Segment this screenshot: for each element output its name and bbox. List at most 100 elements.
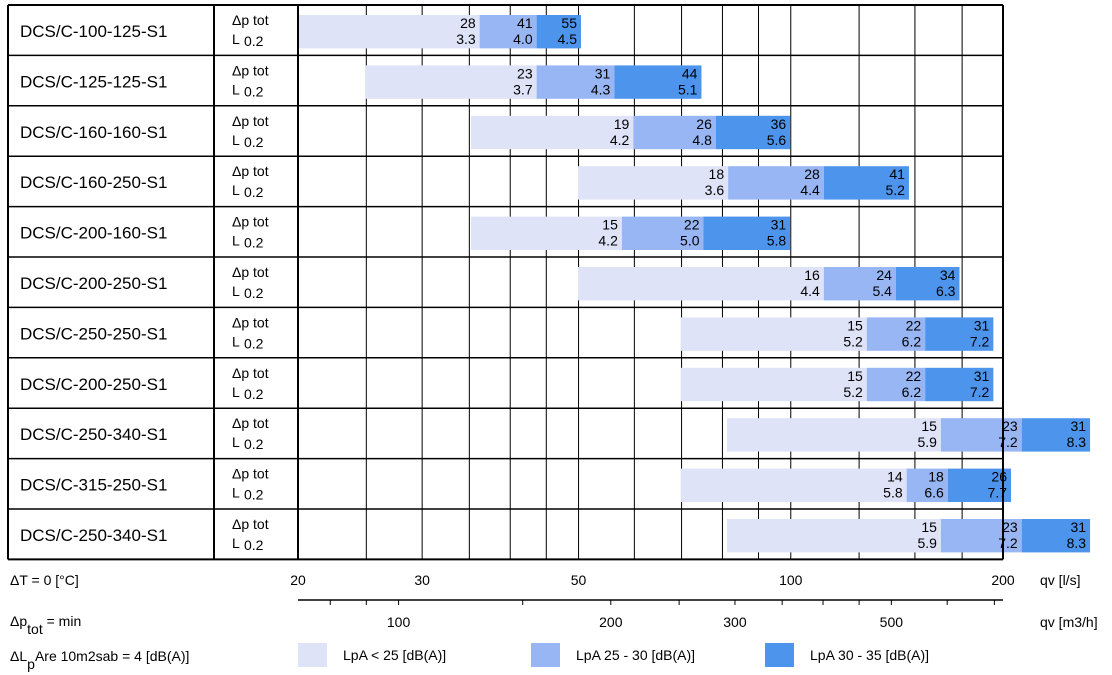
bar-label-l: 5.6 (767, 132, 787, 148)
bar-segment (621, 216, 704, 250)
bar-segment (680, 468, 907, 502)
row-param-dp: Δp tot (232, 113, 269, 129)
bar-label-l: 5.8 (883, 485, 903, 501)
legend-label-low: LpA < 25 [dB(A)] (343, 647, 447, 663)
row-param-l-sub: 0.2 (244, 487, 264, 503)
bar-label-dp: 28 (804, 166, 820, 182)
x-tick-m3h: 500 (880, 614, 904, 630)
x-tick-ls: 50 (571, 572, 587, 588)
bar-label-dp: 31 (974, 368, 990, 384)
row-param-l-sub: 0.2 (244, 235, 264, 251)
row-param-dp: Δp tot (232, 314, 269, 330)
bar-label-l: 5.9 (917, 535, 937, 551)
bar-label-dp: 34 (940, 267, 956, 283)
delta-l-label: ΔLpAre 10m2sab = 4 [dB(A)] (10, 648, 190, 672)
x-tick-m3h: 100 (387, 614, 411, 630)
bar-segment (633, 115, 716, 150)
x-unit-m3h: qv [m3/h] (1040, 614, 1098, 630)
bar-segment (1021, 418, 1091, 452)
row-name: DCS/C-250-340-S1 (20, 425, 167, 444)
bar-segment (727, 519, 941, 553)
row-param-dp: Δp tot (232, 466, 269, 482)
bar-segment (727, 418, 941, 452)
bar-label-dp: 36 (771, 116, 787, 132)
bar-segment (614, 65, 702, 99)
bar-label-dp: 15 (921, 418, 937, 434)
bar-segment (906, 468, 948, 502)
bar-segment (866, 367, 926, 402)
row-param-l: L (232, 182, 240, 198)
legend-swatch-low (298, 643, 327, 667)
bar-label-dp: 23 (1002, 418, 1018, 434)
row-name: DCS/C-250-250-S1 (20, 324, 167, 343)
bar-segment (298, 15, 480, 49)
bar-label-l: 5.2 (843, 333, 863, 349)
row-param-l-sub: 0.2 (244, 537, 264, 553)
row-name: DCS/C-160-250-S1 (20, 173, 167, 192)
bar-label-dp: 31 (771, 217, 787, 233)
row-param-l: L (232, 384, 240, 400)
bar-segment (365, 65, 537, 99)
bar-label-l: 5.2 (843, 384, 863, 400)
bar-segment (925, 367, 994, 402)
bar-label-l: 5.8 (767, 233, 787, 249)
bar-label-l: 4.3 (591, 81, 611, 97)
legend-item-mid: LpA 25 - 30 [dB(A)] (531, 643, 695, 667)
bar-label-l: 5.2 (885, 182, 905, 198)
legend-label-high: LpA 30 - 35 [dB(A)] (810, 647, 930, 663)
x-tick-ls: 100 (779, 572, 803, 588)
bar-label-dp: 26 (991, 469, 1007, 485)
row-name: DCS/C-315-250-S1 (20, 476, 167, 495)
legend-swatch-mid (531, 643, 560, 667)
bar-label-dp: 18 (928, 469, 944, 485)
bar-segment (1021, 519, 1091, 553)
row-param-l: L (232, 485, 240, 501)
bar-label-l: 8.3 (1067, 434, 1087, 450)
row-name: DCS/C-100-125-S1 (20, 22, 167, 41)
bar-label-dp: 19 (614, 116, 630, 132)
bar-label-l: 6.6 (924, 485, 944, 501)
bar-label-l: 3.7 (513, 81, 533, 97)
legend-swatch-high (765, 643, 794, 667)
row-param-l: L (232, 81, 240, 97)
bar-label-l: 6.2 (902, 384, 922, 400)
bar-label-l: 4.5 (558, 31, 578, 47)
bar-segment (866, 317, 926, 351)
delta-p-label: Δptot = min (10, 613, 82, 637)
x-tick-m3h: 200 (599, 614, 623, 630)
bar-label-dp: 14 (887, 469, 903, 485)
row-name: DCS/C-160-160-S1 (20, 123, 167, 142)
bar-label-dp: 16 (804, 267, 820, 283)
bar-label-dp: 26 (696, 116, 712, 132)
bar-label-dp: 31 (1071, 418, 1087, 434)
bar-segment (823, 267, 896, 301)
bar-label-l: 8.3 (1067, 535, 1087, 551)
row-param-dp: Δp tot (232, 163, 269, 179)
bar-segment (577, 166, 729, 200)
bar-label-l: 4.2 (598, 233, 618, 249)
bar-label-dp: 55 (561, 15, 577, 31)
bar-segment (728, 166, 824, 200)
row-param-l-sub: 0.2 (244, 134, 264, 150)
bar-segment (925, 317, 994, 351)
delta-t-label: ΔT = 0 [°C] (10, 572, 79, 588)
legend-label-mid: LpA 25 - 30 [dB(A)] (576, 647, 696, 663)
bar-segment (479, 15, 537, 49)
bar-label-l: 7.2 (970, 333, 990, 349)
bar-label-l: 5.0 (680, 233, 700, 249)
row-name: DCS/C-200-250-S1 (20, 274, 167, 293)
bar-label-dp: 22 (906, 317, 922, 333)
x-tick-m3h: 300 (723, 614, 747, 630)
row-param-l-sub: 0.2 (244, 335, 264, 351)
bar-label-l: 7.2 (970, 384, 990, 400)
legend-item-low: LpA < 25 [dB(A)] (298, 643, 446, 667)
row-name: DCS/C-250-340-S1 (20, 526, 167, 545)
bar-label-dp: 24 (876, 267, 892, 283)
row-param-l-sub: 0.2 (244, 33, 264, 49)
bar-label-dp: 15 (921, 519, 937, 535)
bar-label-l: 4.0 (513, 31, 533, 47)
bar-segment (680, 367, 867, 402)
row-name: DCS/C-200-160-S1 (20, 224, 167, 243)
bar-label-l: 7.2 (998, 434, 1018, 450)
row-param-dp: Δp tot (232, 62, 269, 78)
